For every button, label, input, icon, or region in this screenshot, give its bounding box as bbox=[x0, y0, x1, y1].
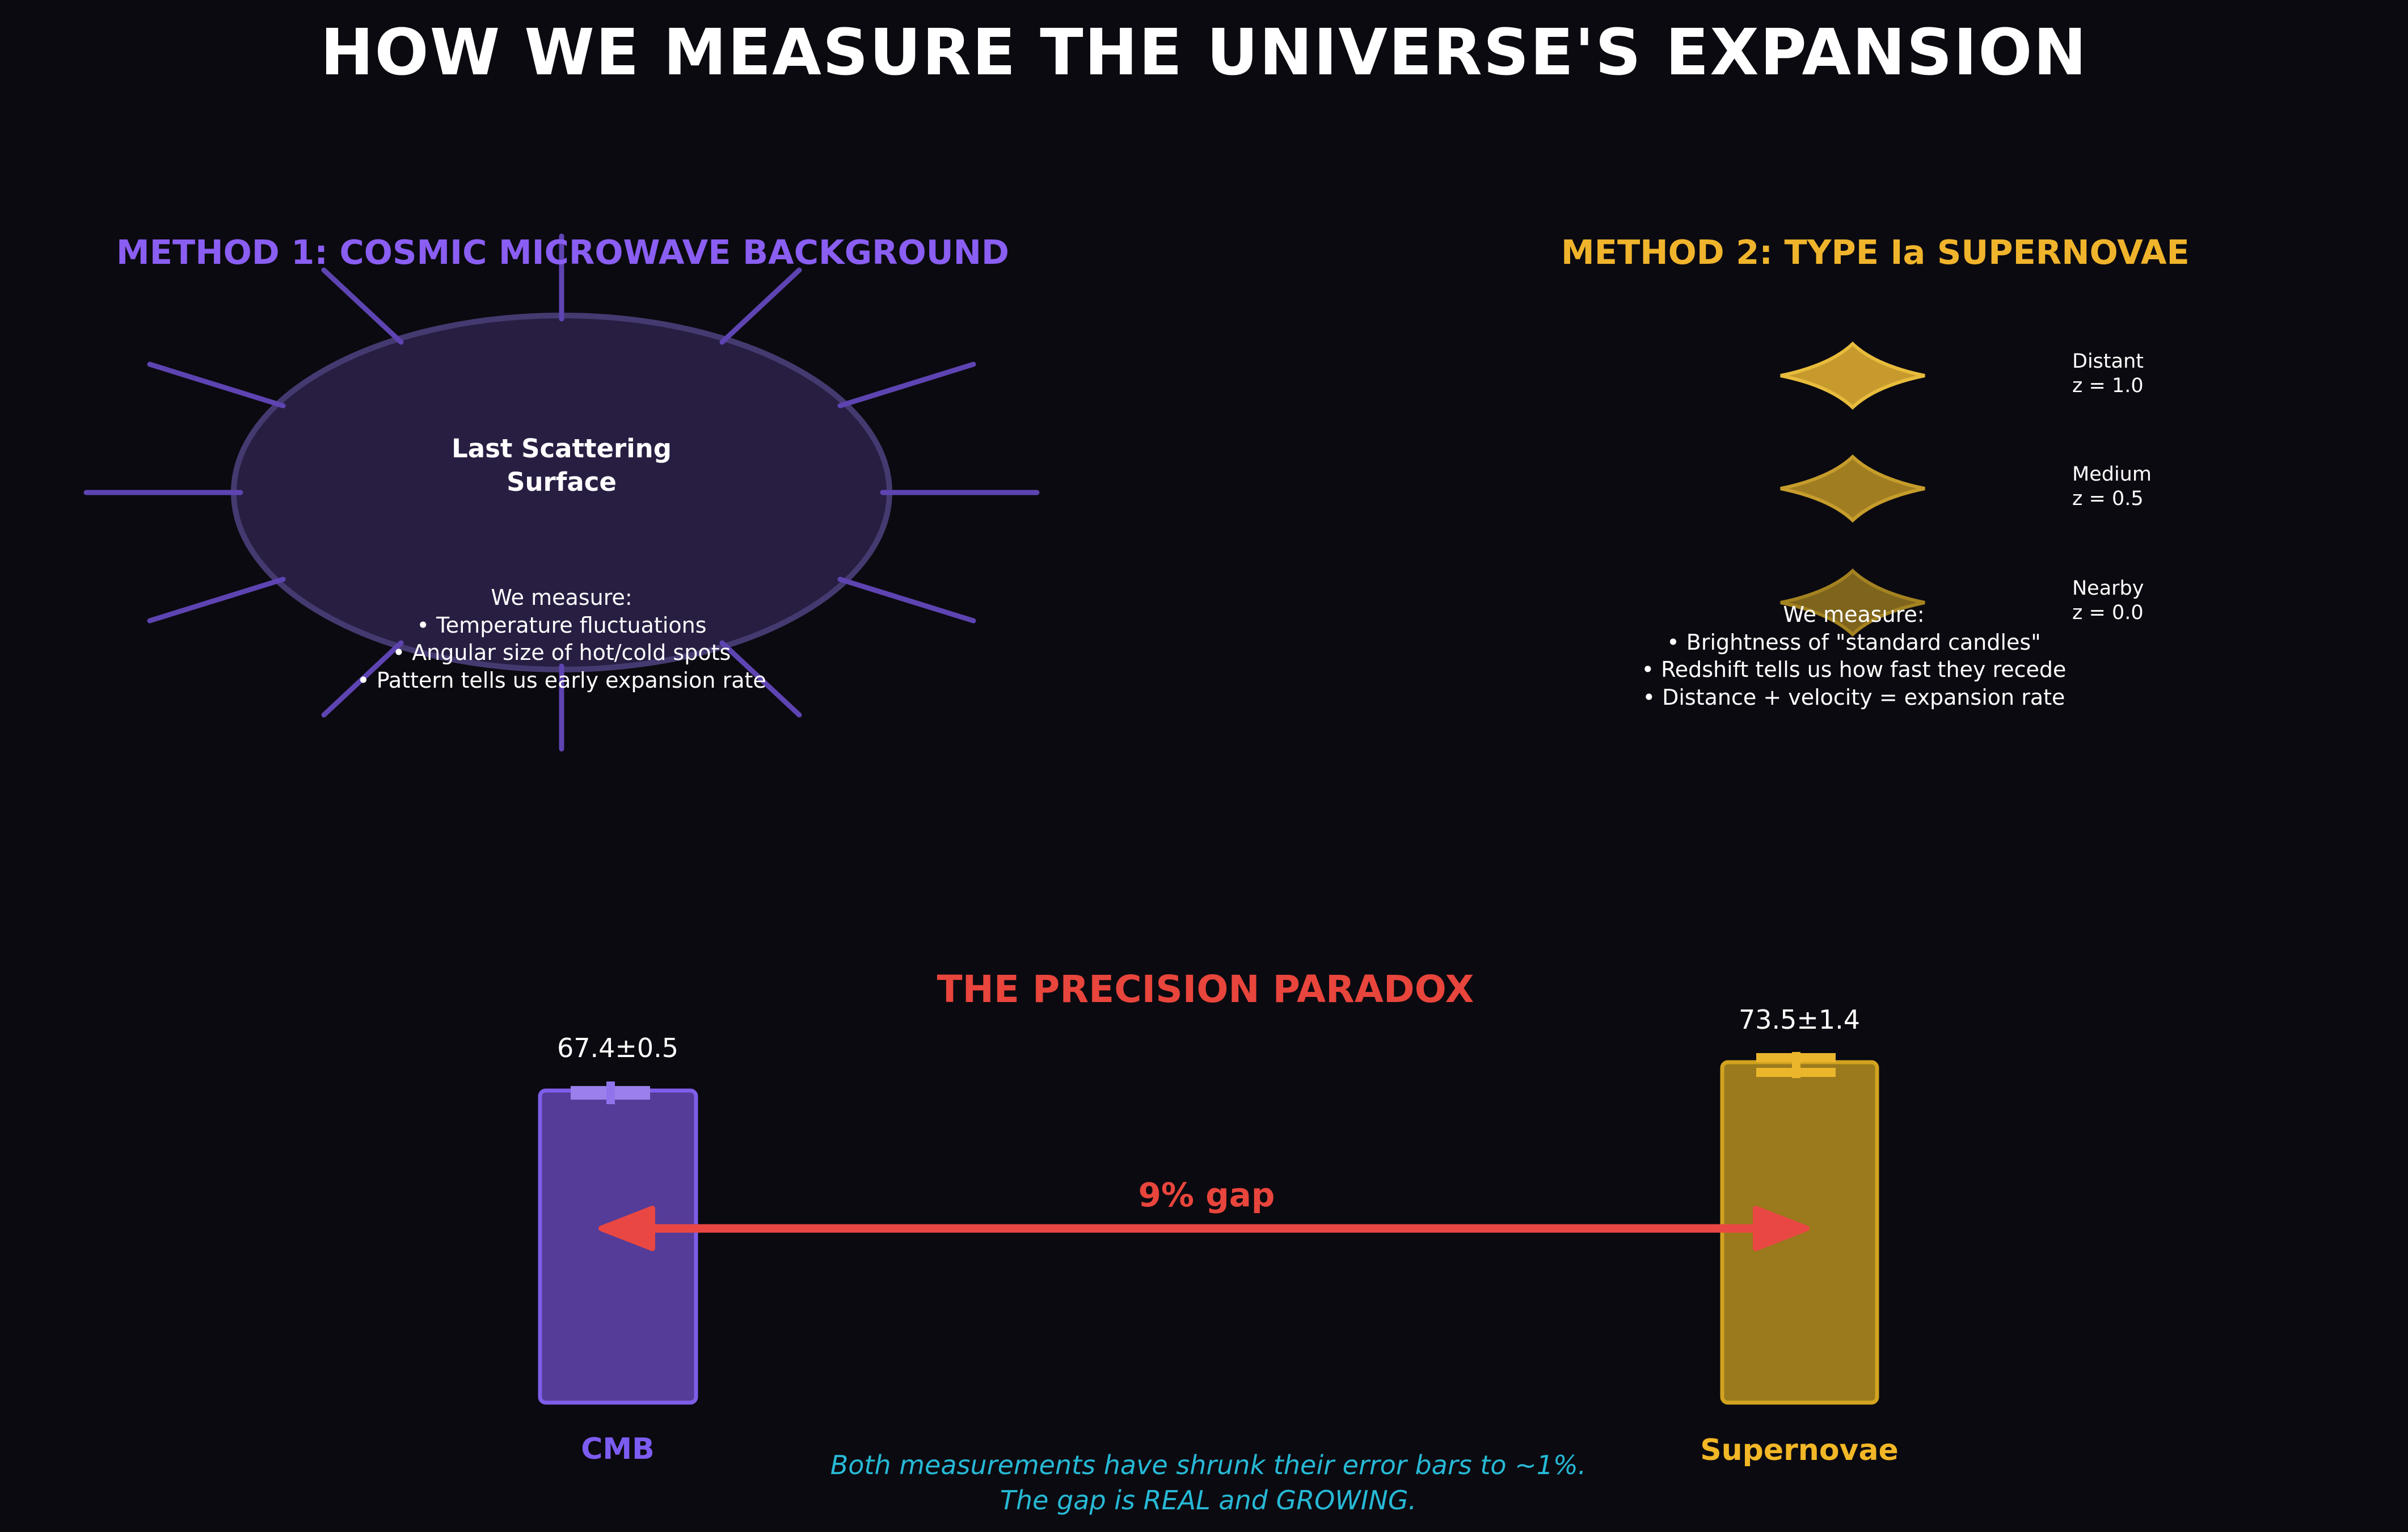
snapshot-name: Nearby bbox=[2072, 577, 2144, 600]
snapshot-redshift: z = 0.0 bbox=[2072, 601, 2144, 624]
snapshot-name: Medium bbox=[2072, 463, 2152, 486]
method2-bullet: • Redshift tells us how fast they recede bbox=[1641, 657, 2067, 683]
cmb-ray bbox=[837, 576, 976, 624]
method2-heading: METHOD 2: TYPE Ia SUPERNOVAE bbox=[1561, 233, 2190, 272]
cmb-ray bbox=[321, 267, 404, 345]
method2-bullet: • Distance + velocity = expansion rate bbox=[1642, 684, 2065, 710]
method1-measure-list: We measure: • Temperature fluctuations •… bbox=[357, 584, 766, 695]
supernovae-error-tick bbox=[1792, 1052, 1800, 1078]
cmb-ray bbox=[719, 640, 802, 718]
supernova-diamonds bbox=[1780, 341, 1925, 637]
supernovae-error-bar bbox=[1756, 1052, 1836, 1078]
cmb-rays bbox=[83, 233, 1040, 752]
cmb-ray bbox=[837, 361, 976, 409]
cmb-value-label: 67.4±0.5 bbox=[556, 1033, 679, 1063]
footnote-line: The gap is REAL and GROWING. bbox=[1000, 1485, 1417, 1516]
method2-measure-list: We measure: • Brightness of "standard ca… bbox=[1642, 601, 2067, 712]
supernova-diamond-nearby bbox=[1780, 568, 1925, 637]
gap-label: 9% gap bbox=[1138, 1176, 1275, 1214]
cmb-ray bbox=[719, 267, 802, 345]
snapshot-redshift: z = 1.0 bbox=[2072, 374, 2144, 397]
last-scattering-label: Last Scattering Surface bbox=[452, 433, 672, 497]
cmb-error-tick bbox=[606, 1081, 615, 1104]
cmb-ray bbox=[321, 640, 404, 718]
paradox-heading: THE PRECISION PARADOX bbox=[937, 967, 1474, 1011]
page-title: HOW WE MEASURE THE UNIVERSE'S EXPANSION bbox=[320, 16, 2088, 90]
cmb-ray bbox=[147, 361, 286, 409]
supernovae-bar-label: Supernovae bbox=[1700, 1433, 1899, 1467]
footnote: Both measurements have shrunk their erro… bbox=[830, 1447, 1587, 1518]
snapshot-label-medium: Medium z = 0.5 bbox=[2072, 462, 2152, 511]
snapshot-label-distant: Distant z = 1.0 bbox=[2072, 350, 2144, 398]
supernovae-value-label: 73.5±1.4 bbox=[1738, 1004, 1861, 1035]
cmb-bar-label: CMB bbox=[581, 1432, 655, 1466]
method1-bullet: • Pattern tells us early expansion rate bbox=[357, 667, 766, 693]
method1-measure-title: We measure: bbox=[491, 585, 632, 610]
method2-measure-title: We measure: bbox=[1783, 602, 1925, 627]
footnote-line: Both measurements have shrunk their erro… bbox=[830, 1450, 1587, 1480]
method2-bullet: • Brightness of "standard candles" bbox=[1667, 629, 2041, 655]
cmb-bar bbox=[538, 1088, 698, 1405]
gap-arrow bbox=[598, 1206, 1810, 1251]
supernova-diamond-medium bbox=[1780, 454, 1925, 523]
method1-heading: METHOD 1: COSMIC MICROWAVE BACKGROUND bbox=[116, 233, 1010, 272]
cmb-ray bbox=[147, 576, 286, 624]
cmb-error-bar bbox=[571, 1081, 650, 1104]
method1-bullet: • Temperature fluctuations bbox=[416, 612, 707, 638]
snapshot-redshift: z = 0.5 bbox=[2072, 487, 2144, 510]
supernova-diamond-distant bbox=[1780, 341, 1925, 410]
method1-bullet: • Angular size of hot/cold spots bbox=[392, 640, 731, 666]
snapshot-name: Distant bbox=[2072, 350, 2144, 373]
snapshot-label-nearby: Nearby z = 0.0 bbox=[2072, 576, 2144, 625]
